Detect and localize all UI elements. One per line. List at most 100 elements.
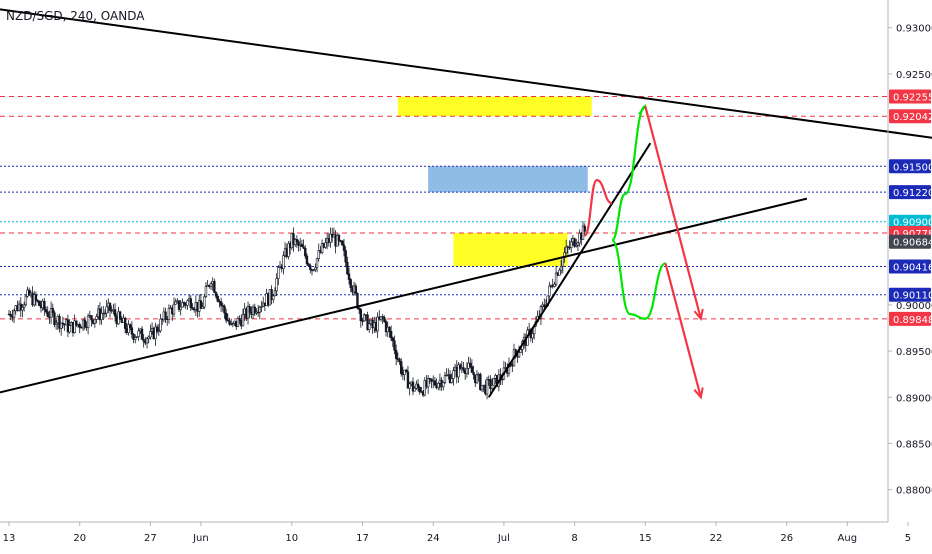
trend-line — [0, 8, 932, 139]
candle — [389, 325, 393, 342]
candle — [100, 306, 103, 325]
candle — [406, 365, 410, 389]
candle-body — [465, 368, 469, 374]
candle — [154, 322, 157, 346]
candle — [123, 316, 127, 334]
candle-body — [253, 306, 256, 314]
candle — [135, 336, 139, 338]
candle — [155, 324, 159, 334]
trend-line-layer — [0, 8, 932, 398]
candle-body — [381, 316, 384, 318]
candle-body — [564, 246, 568, 254]
candle-body — [199, 300, 203, 309]
candle — [179, 299, 182, 316]
candle-body — [388, 326, 391, 332]
candle — [273, 287, 277, 297]
candle-body — [86, 315, 90, 328]
price-label: 0.90900 — [889, 214, 932, 229]
candle — [354, 283, 357, 296]
candle-body — [470, 366, 474, 373]
candle-body — [135, 336, 139, 338]
candle-body — [103, 312, 107, 315]
candle-body — [272, 295, 275, 300]
candle — [73, 314, 76, 334]
candle — [113, 303, 117, 322]
candle-body — [191, 307, 194, 310]
candle — [581, 221, 585, 240]
candle — [19, 297, 22, 318]
candle-body — [260, 306, 263, 308]
candle — [219, 297, 223, 313]
candle — [228, 317, 231, 326]
candle-body — [287, 243, 290, 257]
candle-body — [219, 301, 223, 306]
candle-body — [277, 267, 280, 279]
candle-body — [405, 369, 408, 373]
candle-body — [297, 241, 300, 246]
projection-arrowhead — [693, 308, 704, 321]
candle-body — [356, 292, 359, 309]
candle — [177, 300, 181, 313]
candle — [315, 257, 319, 273]
candle-body — [95, 316, 98, 320]
candle — [36, 299, 39, 303]
candle — [320, 239, 324, 255]
candle — [300, 239, 304, 248]
price-label-text: 0.91220 — [893, 188, 932, 199]
candle — [423, 377, 426, 397]
candle — [27, 287, 31, 297]
candle — [226, 313, 230, 322]
candle — [209, 281, 213, 290]
candle-body — [204, 286, 208, 298]
candle — [489, 375, 492, 396]
candle — [38, 300, 41, 306]
chart-title: NZD/SGD, 240, OANDA — [6, 9, 145, 23]
candle-body — [489, 379, 492, 389]
price-label-text: 0.89848 — [893, 315, 932, 326]
candle-body — [130, 327, 134, 335]
candle-body — [223, 305, 226, 314]
time-tick-label: Jun — [192, 533, 209, 544]
candle — [186, 299, 189, 310]
candle — [391, 336, 394, 348]
candle — [214, 291, 218, 299]
candle-body — [113, 309, 117, 317]
time-tick-label: 20 — [73, 533, 86, 544]
candle-body — [292, 233, 295, 245]
candle — [272, 294, 275, 304]
candle-body — [531, 333, 534, 339]
candle-body — [108, 302, 112, 311]
candle — [157, 323, 161, 336]
candle-body — [490, 384, 494, 389]
candle-body — [416, 383, 420, 388]
candle-body — [36, 299, 39, 302]
candle-body — [186, 300, 189, 306]
candle-body — [583, 225, 586, 232]
candle — [317, 243, 320, 262]
candle — [337, 233, 341, 246]
candle — [329, 227, 332, 248]
candle — [379, 316, 383, 322]
price-label-text: 0.92042 — [893, 112, 932, 123]
candle-body — [216, 295, 219, 302]
price-label-text: 0.92255 — [893, 93, 932, 104]
price-label: 0.92255 — [889, 89, 932, 104]
price-label-box — [889, 234, 931, 249]
candle-body — [341, 240, 344, 246]
candle-body — [450, 378, 453, 383]
candle — [458, 363, 462, 371]
candle — [172, 297, 176, 318]
candle-body — [282, 255, 285, 270]
candle-body — [83, 319, 86, 328]
candle-body — [203, 296, 206, 308]
candle — [295, 235, 299, 248]
level-line-layer — [0, 96, 888, 320]
candle-body — [366, 314, 369, 331]
candle-body — [78, 324, 81, 328]
candle — [199, 293, 203, 309]
candle — [43, 297, 46, 316]
candle — [9, 310, 12, 321]
candle — [309, 263, 312, 274]
